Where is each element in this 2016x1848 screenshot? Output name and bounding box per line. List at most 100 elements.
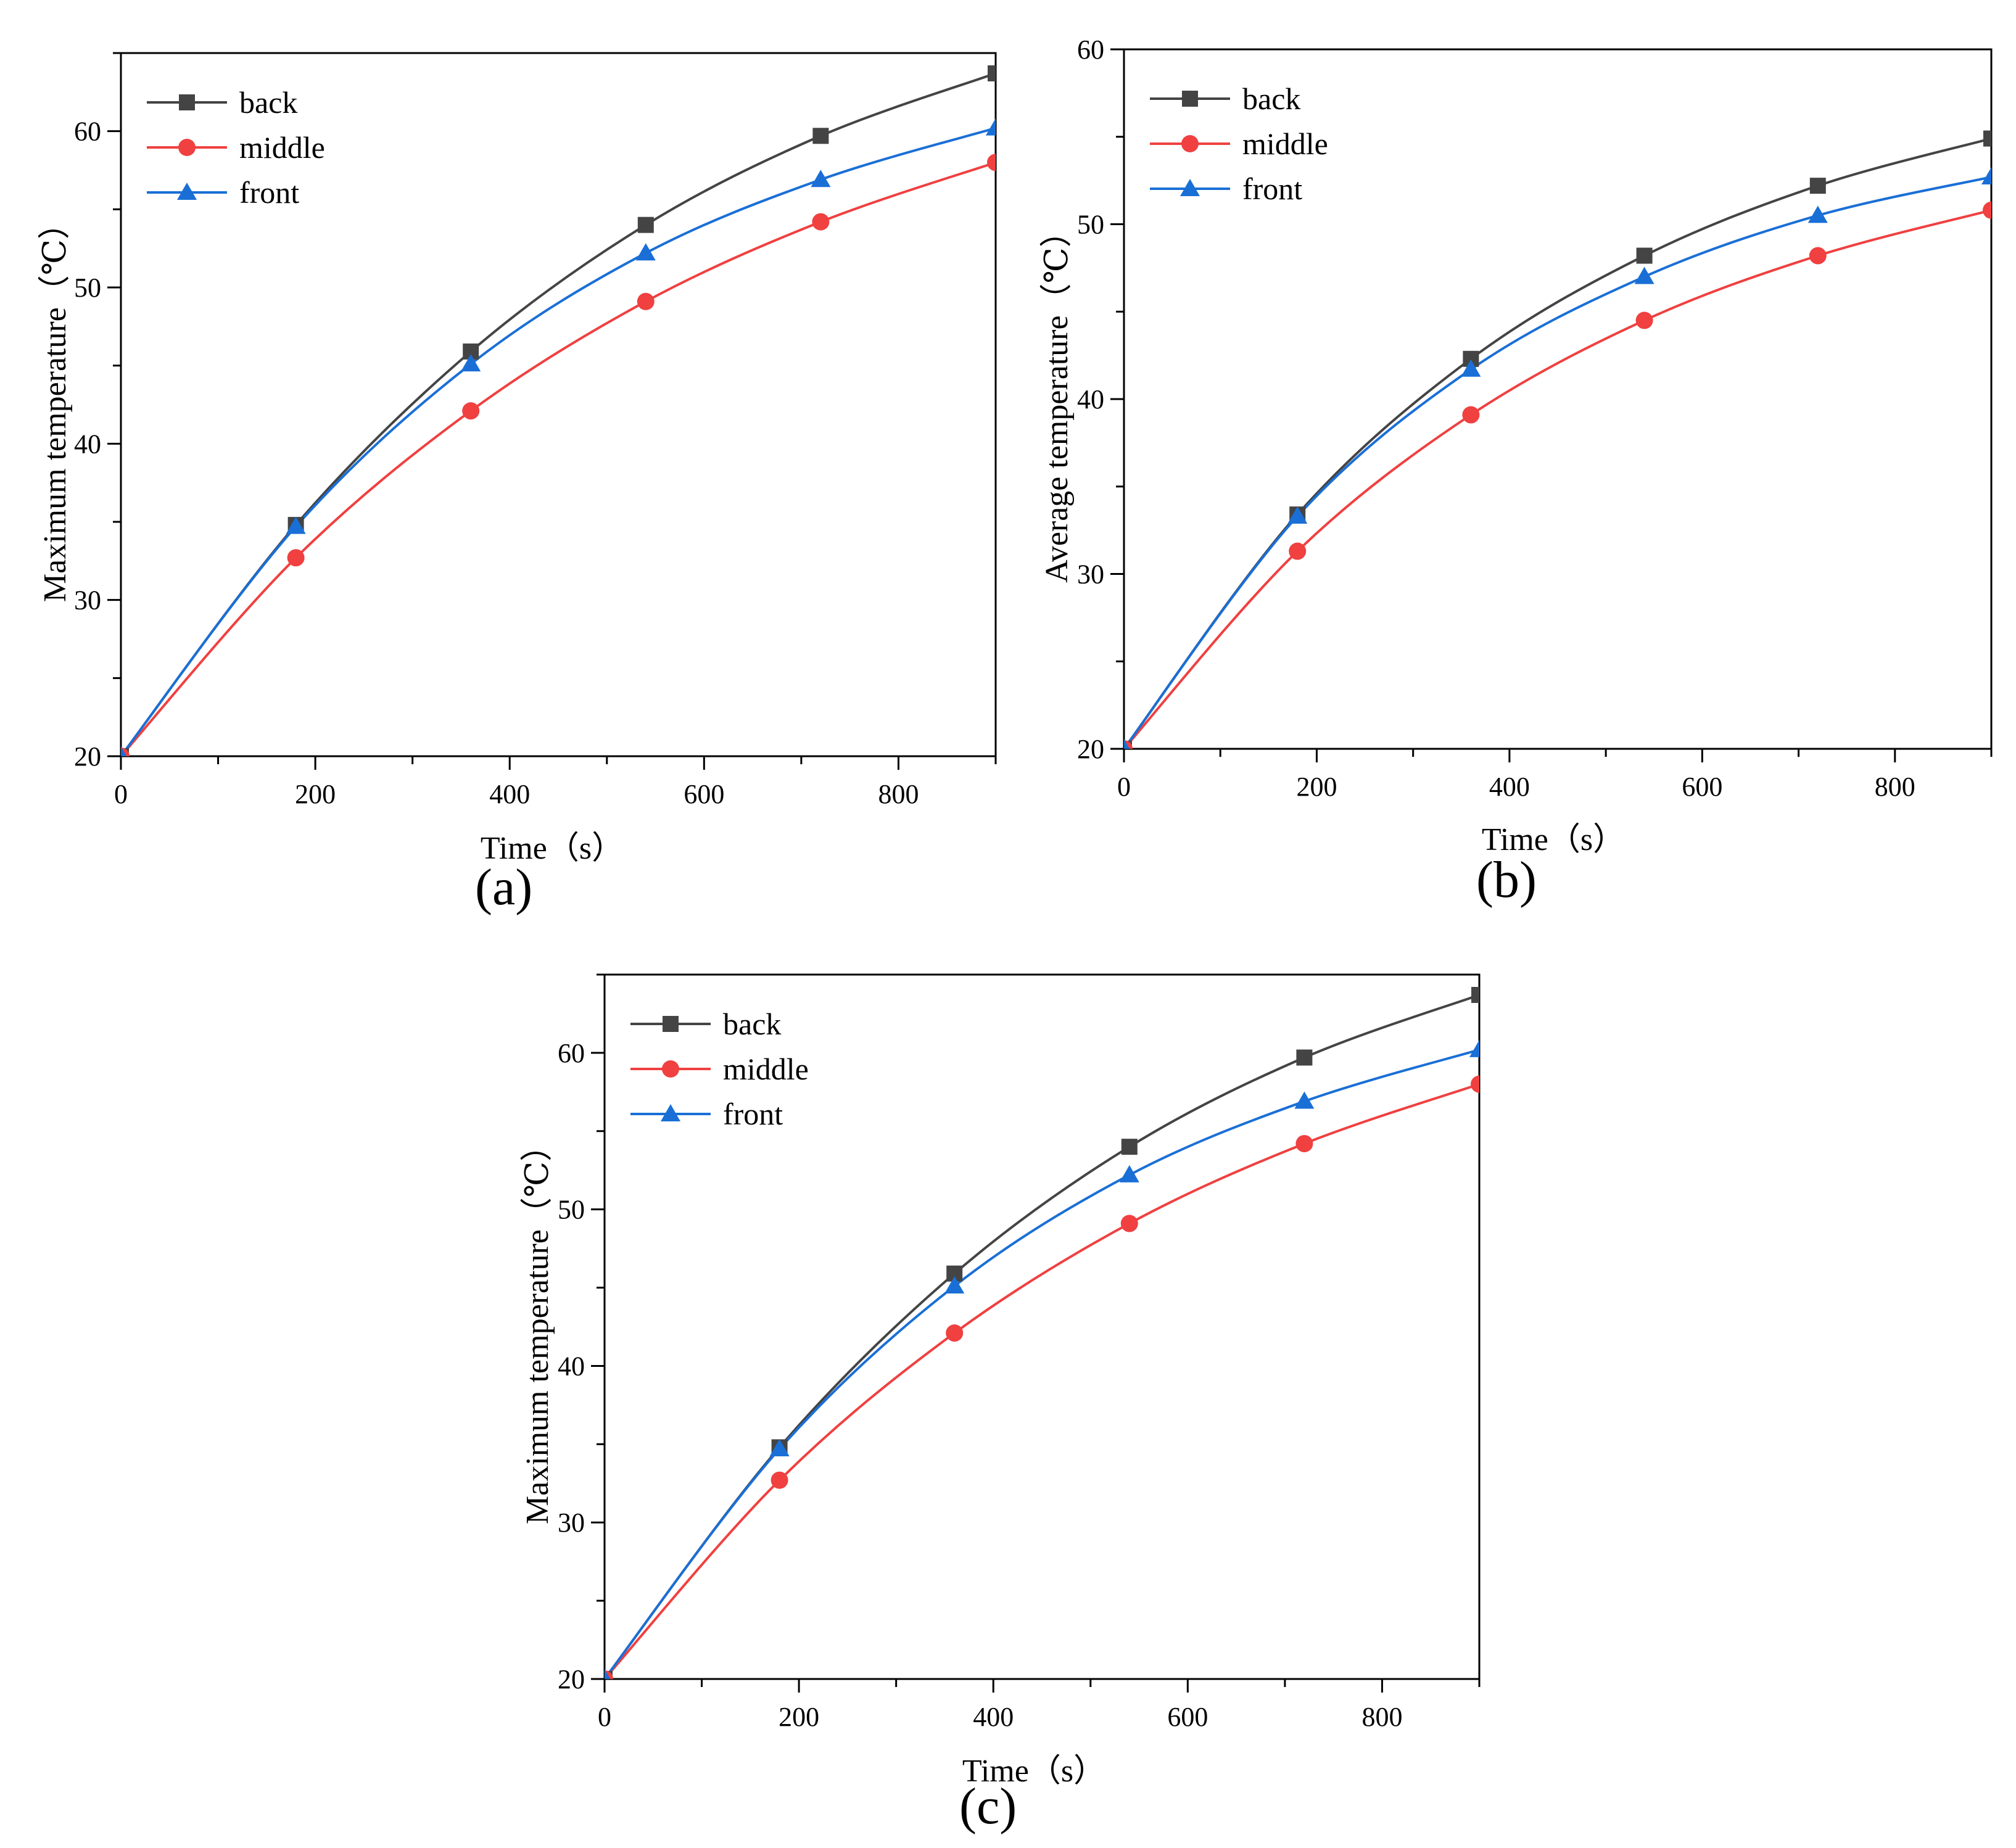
y-axis-title: Average temperature（℃）: [1039, 215, 1075, 583]
legend-label-front: front: [723, 1097, 783, 1131]
series-line-back: [1124, 137, 1991, 749]
data-point-front: [1124, 739, 1130, 749]
legend-label-back: back: [723, 1007, 781, 1041]
data-point-front: [1634, 266, 1655, 284]
y-tick-label: 60: [74, 117, 101, 147]
data-point-middle: [1289, 542, 1307, 560]
legend: back middle front: [147, 85, 325, 210]
plot-frame: [603, 973, 1481, 1680]
data-point-middle: [1295, 1135, 1313, 1153]
x-tick-label: 400: [973, 1702, 1014, 1732]
series-line-front: [605, 1048, 1479, 1679]
legend-label-back: back: [1242, 81, 1300, 116]
plot-area: [1124, 130, 1991, 749]
y-tick-label: 30: [558, 1508, 585, 1538]
x-tick-label: 0: [114, 779, 128, 809]
y-tick-label: 20: [1077, 734, 1104, 764]
legend-label-middle: middle: [1242, 126, 1328, 161]
data-point-front: [944, 1276, 965, 1294]
x-axis-title: Time（s）: [1482, 822, 1625, 857]
chart-panel-a: 0 200 400 600 800 20 30 40 50 60 Time（s） Maximum te…: [38, 52, 997, 866]
plot-frame: [120, 52, 997, 757]
data-point-front: [121, 746, 127, 756]
data-point-middle: [1120, 1215, 1138, 1232]
series-line-front: [121, 126, 996, 756]
data-point-middle: [1983, 201, 1991, 219]
chart-panel-b: 0 200 400 600 800 20 30 40 50 60 Time（s） Average te…: [1039, 35, 1993, 857]
data-point-front: [1461, 359, 1481, 377]
data-point-back: [637, 217, 654, 233]
plot-area: [605, 986, 1479, 1679]
legend-label-front: front: [1242, 171, 1302, 206]
data-point-middle: [462, 402, 480, 420]
y-axis-title: Maximum temperature（℃）: [38, 207, 73, 602]
legend-label-back: back: [239, 85, 297, 120]
x-axis-title: Time（s）: [962, 1754, 1105, 1789]
panel-label-c: (c): [959, 1778, 1017, 1835]
y-tick-label: 40: [74, 429, 101, 459]
y-axis-title: Maximum temperature（℃）: [520, 1129, 555, 1524]
data-point-front: [1981, 167, 1991, 184]
data-point-back: [988, 65, 996, 81]
data-point-middle: [1809, 247, 1827, 265]
data-point-front: [811, 170, 831, 188]
data-point-front: [1287, 506, 1308, 524]
y-tick-label: 20: [74, 741, 101, 772]
series-line-middle: [605, 1083, 1479, 1679]
legend-marker-front: [177, 183, 197, 200]
legend-marker-middle: [178, 139, 196, 156]
data-point-front: [1469, 1039, 1479, 1057]
legend-marker-middle: [662, 1060, 679, 1078]
series-line-middle: [121, 161, 996, 756]
data-point-middle: [1462, 406, 1480, 424]
data-point-back: [1809, 178, 1826, 194]
data-point-front: [286, 516, 306, 534]
x-tick-label: 600: [1167, 1702, 1208, 1732]
y-tick-label: 60: [1077, 35, 1104, 65]
data-point-back: [1121, 1139, 1138, 1155]
x-tick-label: 400: [1489, 772, 1530, 802]
data-point-middle: [946, 1324, 964, 1342]
legend-marker-front: [1180, 179, 1200, 196]
x-tick-label: 200: [1296, 772, 1337, 802]
x-tick-label: 200: [295, 779, 336, 809]
legend-label-front: front: [239, 175, 299, 210]
data-point-front: [461, 354, 481, 372]
data-point-middle: [637, 292, 655, 310]
data-point-middle: [812, 213, 830, 231]
x-tick-label: 800: [878, 779, 919, 809]
y-tick-label: 60: [558, 1038, 585, 1068]
legend-marker-middle: [1181, 135, 1199, 152]
x-tick-label: 600: [1682, 772, 1722, 802]
data-point-front: [1294, 1091, 1315, 1109]
data-point-middle: [1471, 1075, 1479, 1093]
y-tick-label: 50: [1077, 210, 1104, 240]
panel-label-b: (b): [1476, 851, 1537, 909]
y-tick-label: 40: [558, 1351, 585, 1381]
legend-label-middle: middle: [239, 130, 325, 165]
x-tick-label: 0: [1117, 772, 1131, 802]
legend-label-middle: middle: [723, 1052, 809, 1086]
legend: back middle front: [1150, 81, 1328, 206]
data-point-middle: [987, 154, 996, 171]
series-line-front: [1124, 176, 1991, 749]
legend-marker-front: [661, 1104, 680, 1121]
legend-marker-back: [179, 94, 195, 110]
data-point-front: [1807, 205, 1828, 223]
data-point-middle: [287, 549, 305, 567]
y-tick-label: 50: [558, 1195, 585, 1225]
x-tick-label: 200: [779, 1702, 819, 1732]
data-point-middle: [770, 1471, 788, 1489]
series-line-middle: [1124, 208, 1991, 749]
data-point-middle: [1635, 311, 1653, 329]
data-point-front: [635, 243, 656, 261]
plot-area: [121, 65, 996, 756]
x-tick-label: 0: [598, 1702, 611, 1732]
x-axis-title: Time（s）: [481, 831, 624, 866]
chart-panel-c: 0 200 400 600 800 20 30 40 50 60 Time（s） Maximum te…: [520, 973, 1481, 1789]
y-tick-label: 40: [1077, 384, 1104, 415]
x-tick-label: 400: [489, 779, 530, 809]
data-point-back: [812, 128, 829, 144]
y-tick-label: 50: [74, 273, 101, 303]
